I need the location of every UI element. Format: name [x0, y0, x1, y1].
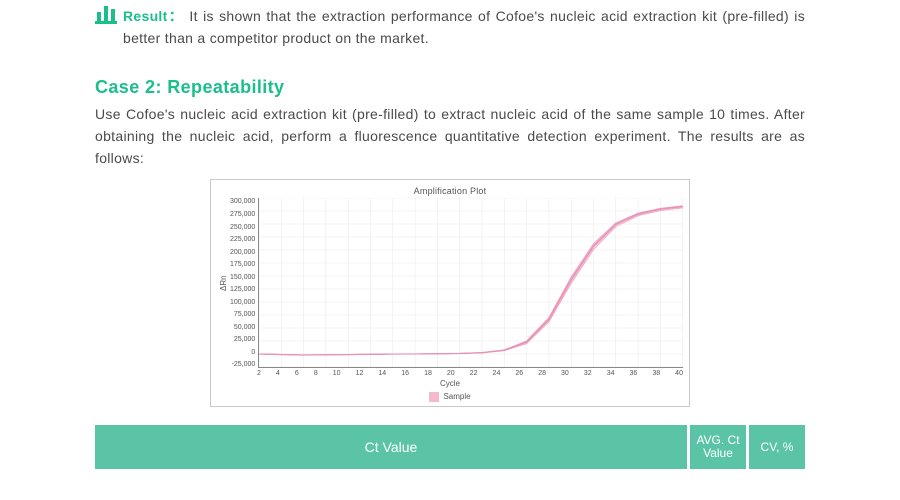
result-body: It is shown that the extraction performa… [123, 8, 805, 46]
case-description: Use Cofoe's nucleic acid extraction kit … [95, 104, 805, 169]
amplification-chart: Amplification Plot ΔRn 300,000275,000250… [210, 179, 690, 407]
avg-ct-header: AVG. Ct Value [690, 425, 746, 469]
ct-value-header: Ct Value [95, 425, 687, 469]
chart-yticks: 300,000275,000250,000225,000200,000175,0… [230, 198, 258, 368]
legend-swatch [429, 392, 439, 402]
legend-label: Sample [443, 393, 470, 402]
cv-header: CV, % [749, 425, 805, 469]
case-title: Case 2: Repeatability [95, 77, 805, 98]
chart-ylabel: ΔRn [217, 198, 230, 368]
chart-title: Amplification Plot [217, 186, 683, 196]
chart-xlabel: Cycle [217, 379, 683, 388]
table-header-row: Ct Value AVG. Ct Value CV, % [95, 425, 805, 469]
result-text: Result： It is shown that the extraction … [123, 6, 805, 49]
chart-plot-area [258, 198, 683, 368]
bar-chart-icon [95, 4, 117, 29]
chart-legend: Sample [217, 392, 683, 402]
result-label: Result： [123, 8, 184, 24]
result-section: Result： It is shown that the extraction … [95, 6, 805, 49]
chart-xticks: 246810121416182022242628303234363840 [257, 368, 683, 377]
